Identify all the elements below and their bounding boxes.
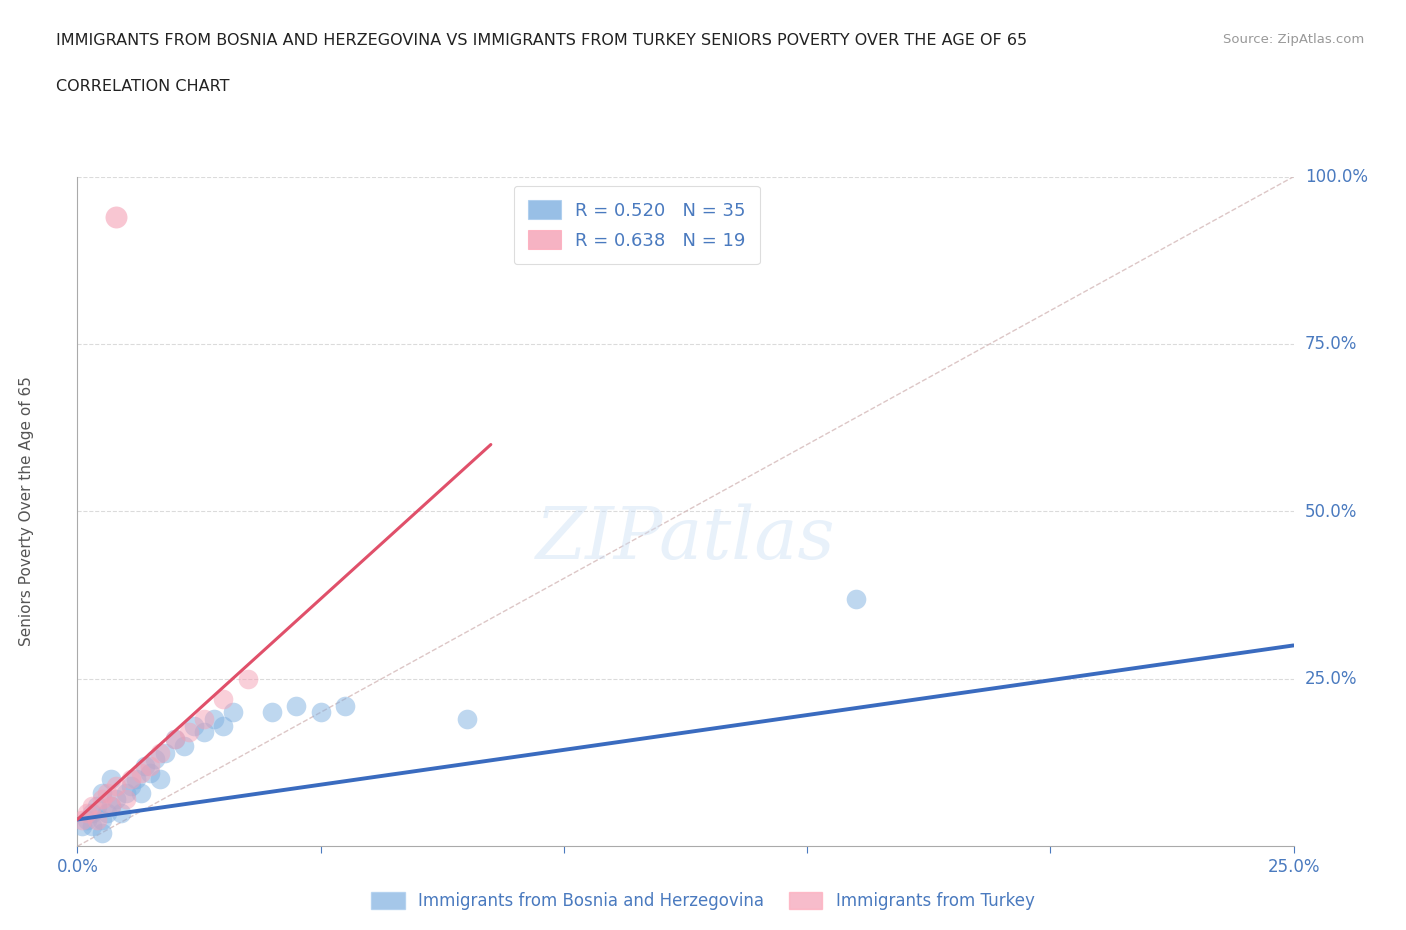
Point (149, 772, 172, 787)
Point (139, 759, 162, 774)
Point (456, 711, 478, 726)
Point (260, 705, 283, 720)
Point (173, 738, 195, 753)
Point (110, 805, 132, 820)
Point (115, 785, 138, 800)
Point (149, 745, 172, 760)
Text: IMMIGRANTS FROM BOSNIA AND HERZEGOVINA VS IMMIGRANTS FROM TURKEY SENIORS POVERTY: IMMIGRANTS FROM BOSNIA AND HERZEGOVINA V… (56, 33, 1028, 47)
Point (80, 805, 103, 820)
Point (96, 785, 118, 800)
Point (125, 772, 148, 787)
Point (100, 799, 122, 814)
Point (212, 692, 235, 707)
Point (70, 818, 93, 833)
Point (115, 792, 138, 807)
Point (163, 732, 186, 747)
Point (100, 772, 122, 787)
Point (129, 765, 152, 780)
Point (86, 799, 108, 814)
Text: 25.0%: 25.0% (1305, 670, 1357, 688)
Point (212, 718, 235, 733)
Point (202, 711, 225, 726)
Point (183, 718, 205, 733)
Point (309, 705, 332, 720)
Legend: Immigrants from Bosnia and Herzegovina, Immigrants from Turkey: Immigrants from Bosnia and Herzegovina, … (364, 885, 1042, 917)
Point (139, 765, 162, 780)
Point (100, 799, 122, 814)
Point (86, 812, 108, 827)
Point (70, 812, 93, 827)
Point (285, 698, 308, 713)
Point (90, 826, 112, 841)
Point (193, 711, 215, 726)
Point (90, 812, 112, 827)
Point (193, 725, 215, 740)
Text: 50.0%: 50.0% (1305, 502, 1357, 521)
Text: 75.0%: 75.0% (1305, 335, 1357, 353)
Point (76, 805, 98, 820)
Text: CORRELATION CHART: CORRELATION CHART (56, 79, 229, 94)
Point (90, 785, 112, 800)
Point (236, 671, 259, 686)
Point (333, 698, 356, 713)
Text: Seniors Poverty Over the Age of 65: Seniors Poverty Over the Age of 65 (18, 377, 34, 646)
Point (134, 759, 156, 774)
Text: ZIPatlas: ZIPatlas (536, 503, 835, 574)
Point (120, 772, 142, 787)
Point (80, 799, 103, 814)
Point (153, 745, 176, 760)
Point (105, 209, 128, 224)
Text: 100.0%: 100.0% (1305, 167, 1368, 186)
Point (143, 751, 166, 766)
Legend: R = 0.520   N = 35, R = 0.638   N = 19: R = 0.520 N = 35, R = 0.638 N = 19 (513, 186, 761, 264)
Text: Source: ZipAtlas.com: Source: ZipAtlas.com (1223, 33, 1364, 46)
Point (90, 792, 112, 807)
Point (179, 725, 201, 740)
Point (105, 778, 128, 793)
Point (96, 805, 118, 820)
Point (845, 591, 868, 606)
Point (129, 785, 152, 800)
Point (80, 818, 103, 833)
Point (120, 778, 142, 793)
Point (222, 705, 245, 720)
Point (76, 812, 98, 827)
Point (163, 732, 186, 747)
Point (105, 792, 128, 807)
